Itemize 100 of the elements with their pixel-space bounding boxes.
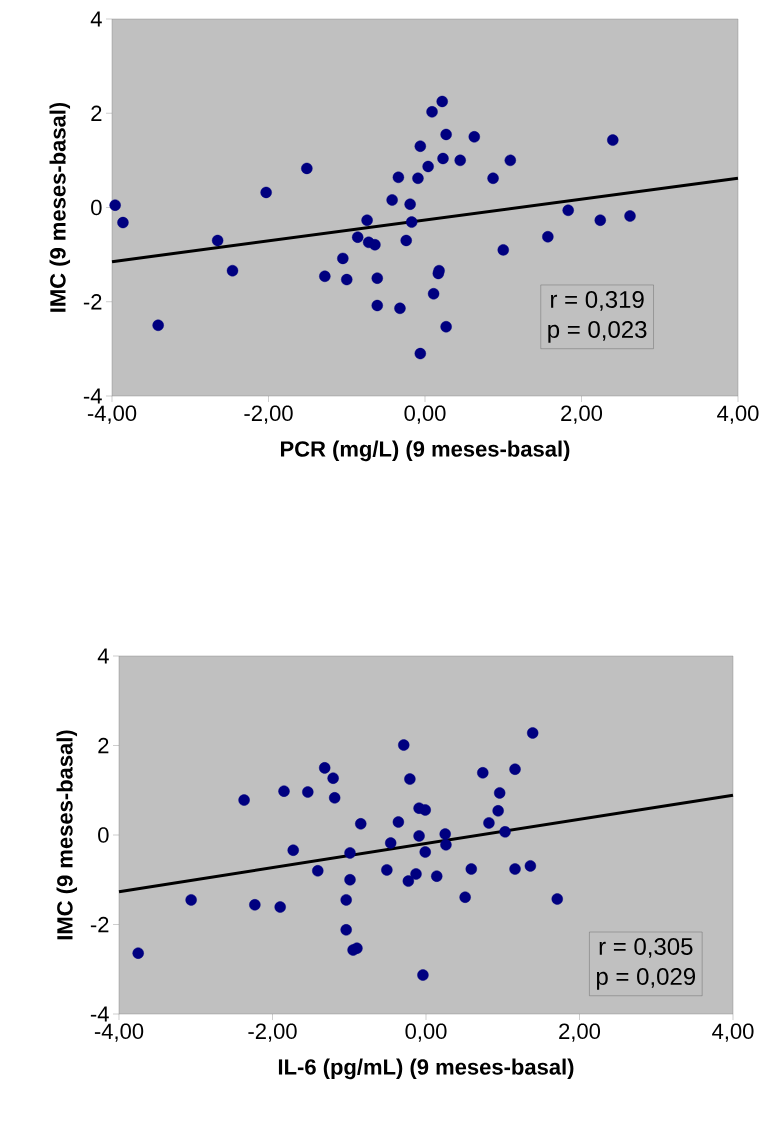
x-tick-label: 2,00 — [561, 405, 603, 424]
point — [340, 924, 352, 936]
point — [504, 154, 516, 167]
x-axis-title: PCR (mg/L) (9 meses-basal) — [280, 440, 570, 462]
point — [439, 828, 451, 840]
point — [493, 787, 506, 799]
point — [410, 868, 422, 880]
point — [526, 727, 539, 739]
x-tick-label: 4,00 — [712, 1023, 754, 1042]
point — [509, 863, 521, 875]
point — [497, 244, 509, 256]
point — [477, 767, 489, 779]
point — [487, 172, 499, 184]
point — [337, 252, 349, 265]
point — [117, 216, 129, 229]
point — [607, 134, 619, 146]
x-tick-label: 0,00 — [404, 405, 446, 424]
y-tick-label: -4 — [90, 1006, 109, 1022]
point — [355, 818, 367, 830]
point — [562, 204, 574, 217]
point — [524, 860, 537, 872]
point — [551, 893, 563, 905]
point — [394, 302, 406, 315]
point — [413, 830, 425, 842]
point — [499, 826, 511, 838]
point — [440, 321, 452, 333]
x-tick-label: -2,00 — [248, 1023, 297, 1042]
point — [427, 288, 440, 300]
point — [278, 785, 290, 797]
y-tick-label: 0 — [98, 827, 109, 843]
point — [426, 106, 438, 118]
y-tick-label: -4 — [83, 388, 102, 404]
y-axis-title: IMC (9 meses-basal) — [56, 730, 78, 940]
point — [437, 152, 449, 165]
point — [400, 234, 412, 247]
y-axis-title: IMC (9 meses-basal) — [49, 102, 71, 312]
annotation: p = 0,029 — [596, 968, 696, 990]
point — [381, 864, 393, 876]
point — [404, 198, 416, 210]
point — [312, 865, 324, 877]
point — [392, 816, 405, 828]
point — [341, 273, 353, 286]
y-tick-label: -2 — [90, 916, 109, 933]
x-tick-label: 4,00 — [717, 405, 759, 424]
point — [249, 899, 261, 911]
point — [301, 162, 313, 175]
annotation: p = 0,023 — [548, 320, 647, 343]
point — [440, 128, 452, 141]
x-tick-label: -4,00 — [94, 1023, 144, 1042]
point — [260, 186, 272, 199]
point — [419, 846, 431, 858]
point — [465, 863, 477, 875]
point — [328, 792, 341, 804]
x-tick-label: 2,00 — [559, 1023, 601, 1042]
point — [404, 773, 416, 785]
point — [369, 239, 381, 251]
point — [185, 894, 197, 906]
point — [344, 874, 356, 886]
point — [406, 216, 418, 228]
point — [402, 875, 415, 887]
point — [238, 794, 250, 806]
point — [371, 272, 383, 284]
point — [422, 160, 434, 173]
point — [340, 894, 352, 906]
point — [509, 763, 521, 775]
point — [468, 131, 480, 143]
y-tick-label: -2 — [83, 294, 102, 310]
point — [542, 231, 554, 243]
point — [274, 901, 286, 913]
point — [287, 844, 299, 856]
point — [327, 772, 339, 784]
y-tick-label: 4 — [90, 11, 102, 27]
point — [384, 837, 397, 849]
point — [459, 891, 471, 903]
point — [152, 319, 164, 332]
y-tick-label: 2 — [91, 105, 102, 121]
point — [492, 805, 504, 817]
point — [436, 95, 448, 108]
point — [483, 817, 495, 829]
annotation: r = 0,305 — [599, 938, 693, 958]
point — [414, 140, 426, 152]
point — [351, 942, 363, 954]
point — [419, 804, 431, 816]
x-axis-title: IL-6 (pg/mL) (9 meses-basal) — [278, 1058, 574, 1080]
point — [302, 786, 314, 798]
point — [412, 172, 424, 184]
point — [371, 299, 383, 312]
point — [454, 154, 466, 167]
point — [352, 231, 364, 243]
point — [211, 234, 224, 247]
point — [440, 839, 452, 851]
point — [386, 194, 398, 206]
point — [344, 847, 356, 859]
point — [594, 214, 606, 226]
y-tick-label: 4 — [97, 648, 109, 664]
point — [361, 214, 373, 226]
point — [417, 969, 429, 981]
x-tick-label: -2,00 — [244, 405, 293, 424]
point — [392, 171, 405, 184]
y-tick-label: 0 — [91, 199, 102, 216]
